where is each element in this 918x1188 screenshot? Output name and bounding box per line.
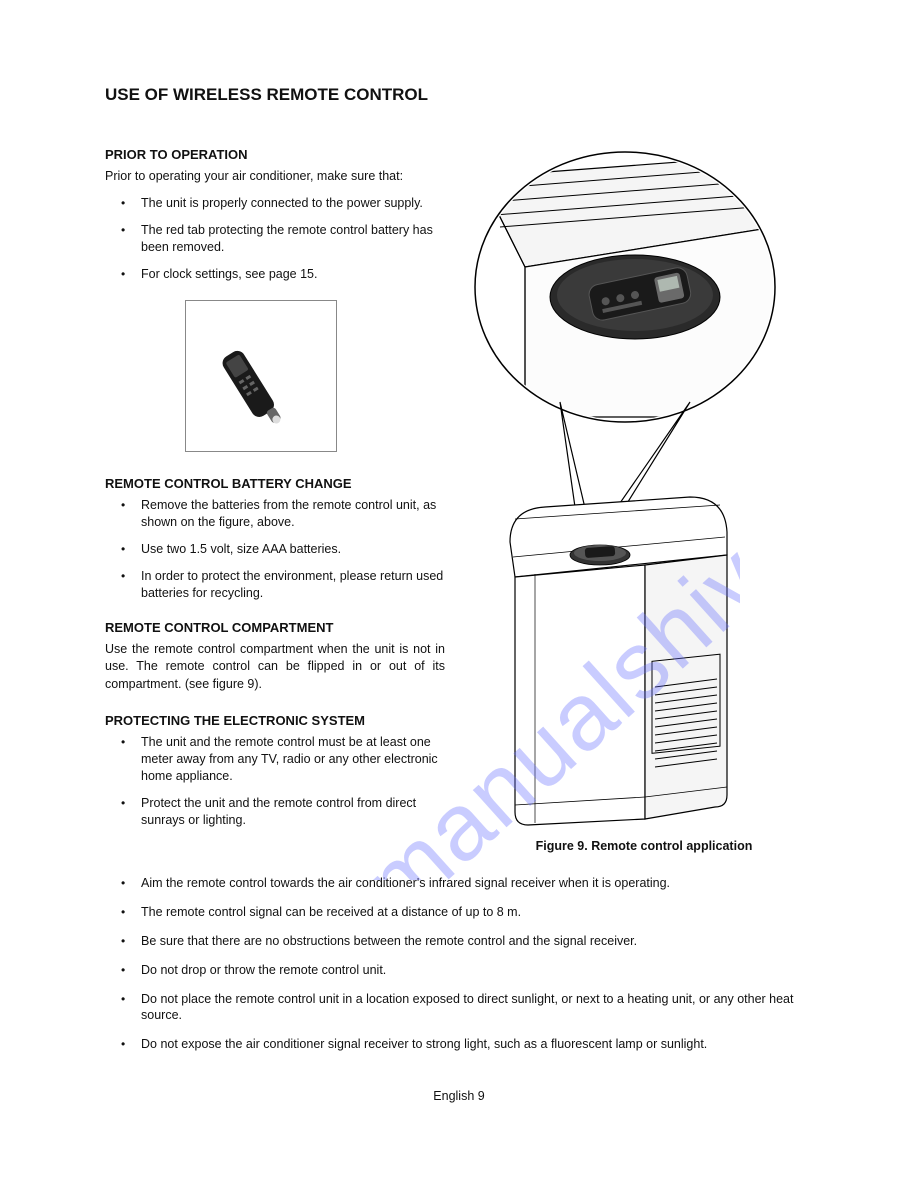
list-item: Be sure that there are no obstructions b… bbox=[105, 933, 823, 950]
list-item: The remote control signal can be receive… bbox=[105, 904, 823, 921]
list-item: Do not expose the air conditioner signal… bbox=[105, 1036, 823, 1053]
list-bottom: Aim the remote control towards the air c… bbox=[105, 875, 823, 1053]
figure-caption: Figure 9. Remote control application bbox=[465, 839, 823, 853]
list-item: Do not place the remote control unit in … bbox=[105, 991, 823, 1025]
list-item: The unit and the remote control must be … bbox=[105, 734, 445, 785]
list-battery: Remove the batteries from the remote con… bbox=[105, 497, 445, 601]
bottom-section: Aim the remote control towards the air c… bbox=[105, 875, 823, 1053]
list-item: Aim the remote control towards the air c… bbox=[105, 875, 823, 892]
left-column: PRIOR TO OPERATION Prior to operating yo… bbox=[105, 147, 445, 853]
list-prior: The unit is properly connected to the po… bbox=[105, 195, 445, 283]
list-item: In order to protect the environment, ple… bbox=[105, 568, 445, 602]
right-column: Figure 9. Remote control application bbox=[465, 147, 823, 853]
list-item: Do not drop or throw the remote control … bbox=[105, 962, 823, 979]
list-protecting: The unit and the remote control must be … bbox=[105, 734, 445, 828]
figure-9 bbox=[465, 147, 785, 837]
page-footer: English 9 bbox=[0, 1089, 918, 1103]
heading-battery: REMOTE CONTROL BATTERY CHANGE bbox=[105, 476, 445, 491]
list-item: The red tab protecting the remote contro… bbox=[105, 222, 445, 256]
list-item: Protect the unit and the remote control … bbox=[105, 795, 445, 829]
heading-prior: PRIOR TO OPERATION bbox=[105, 147, 445, 162]
heading-protecting: PROTECTING THE ELECTRONIC SYSTEM bbox=[105, 713, 445, 728]
list-item: Use two 1.5 volt, size AAA batteries. bbox=[105, 541, 445, 558]
list-item: The unit is properly connected to the po… bbox=[105, 195, 445, 212]
list-item: For clock settings, see page 15. bbox=[105, 266, 445, 283]
intro-prior: Prior to operating your air conditioner,… bbox=[105, 168, 445, 185]
text-compartment: Use the remote control compartment when … bbox=[105, 641, 445, 694]
page-title: USE OF WIRELESS REMOTE CONTROL bbox=[105, 85, 823, 105]
list-item: Remove the batteries from the remote con… bbox=[105, 497, 445, 531]
heading-compartment: REMOTE CONTROL COMPARTMENT bbox=[105, 620, 445, 635]
remote-illustration bbox=[185, 300, 337, 452]
